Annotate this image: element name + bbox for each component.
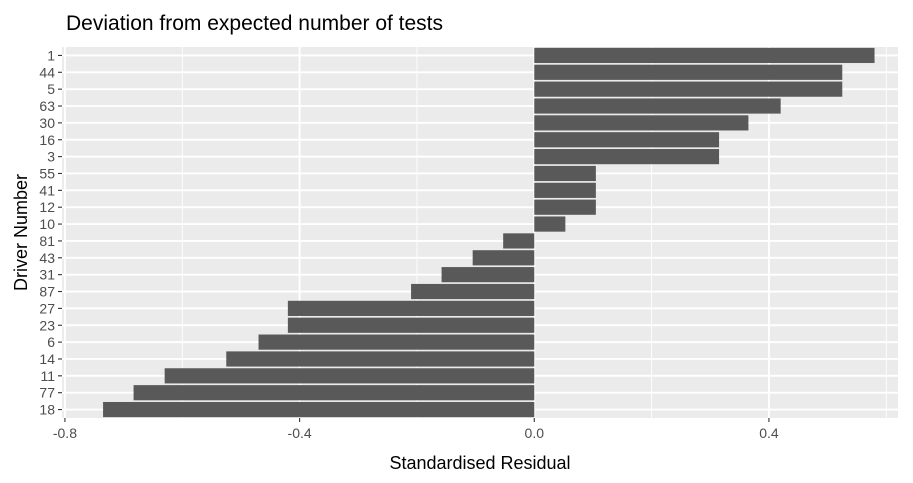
bar-driver-44: [534, 64, 843, 80]
y-tick-label-55: 55: [39, 165, 55, 181]
x-tick-label-3: 0.4: [759, 425, 779, 441]
bar-driver-43: [472, 250, 535, 266]
bar-driver-81: [503, 233, 535, 249]
y-tick-label-63: 63: [39, 98, 55, 114]
y-tick-label-11: 11: [40, 368, 55, 384]
bar-driver-3: [534, 149, 720, 165]
x-axis-title: Standardised Residual: [389, 453, 570, 473]
bar-driver-27: [287, 300, 535, 316]
y-tick-label-23: 23: [39, 317, 55, 333]
y-tick-label-1: 1: [47, 47, 55, 63]
bar-driver-5: [534, 81, 843, 97]
bar-driver-16: [534, 132, 720, 148]
y-tick-label-5: 5: [47, 81, 55, 97]
y-axis-title: Driver Number: [11, 174, 31, 291]
y-tick-label-77: 77: [39, 385, 55, 401]
x-tick-label-2: 0.0: [525, 425, 545, 441]
bars: [103, 47, 875, 418]
bar-driver-10: [534, 216, 566, 232]
bar-driver-23: [287, 317, 535, 333]
y-tick-label-41: 41: [39, 182, 55, 198]
y-tick-label-31: 31: [39, 267, 55, 283]
bar-driver-18: [103, 401, 535, 418]
y-tick-label-81: 81: [39, 233, 55, 249]
bar-driver-14: [226, 351, 535, 367]
y-tick-label-44: 44: [39, 64, 55, 80]
bar-driver-31: [441, 267, 535, 283]
chart-title: Deviation from expected number of tests: [66, 12, 443, 35]
bar-driver-41: [534, 182, 596, 198]
bar-driver-87: [411, 283, 535, 300]
y-tick-label-3: 3: [47, 149, 55, 165]
y-tick-label-14: 14: [39, 351, 55, 367]
bar-driver-1: [534, 47, 875, 64]
bar-driver-55: [534, 165, 596, 182]
x-tick-label-0: -0.8: [53, 425, 77, 441]
axes: 1445633016355411210814331872723614117718…: [39, 47, 778, 441]
x-tick-label-1: -0.4: [288, 425, 312, 441]
bar-driver-77: [133, 385, 535, 401]
bar-driver-12: [534, 199, 596, 215]
y-tick-label-18: 18: [39, 402, 55, 418]
y-tick-label-12: 12: [39, 199, 55, 215]
bar-driver-6: [258, 334, 535, 350]
bar-driver-63: [534, 98, 781, 114]
bar-driver-11: [164, 368, 535, 384]
y-tick-label-43: 43: [39, 250, 55, 266]
y-tick-label-87: 87: [39, 284, 55, 300]
y-tick-label-10: 10: [39, 216, 55, 232]
y-tick-label-16: 16: [39, 132, 55, 148]
y-tick-label-6: 6: [47, 334, 55, 350]
bar-driver-30: [534, 115, 749, 131]
y-tick-label-30: 30: [39, 115, 55, 131]
y-tick-label-27: 27: [39, 300, 55, 316]
